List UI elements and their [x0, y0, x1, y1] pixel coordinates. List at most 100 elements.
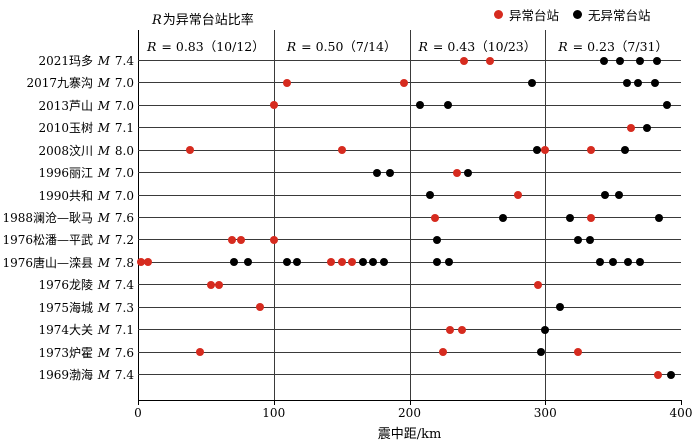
data-point-black — [243, 258, 252, 267]
data-point-black — [651, 78, 660, 87]
section-r-label: R = 0.83（10/12） — [147, 39, 265, 54]
data-point-black — [425, 191, 434, 200]
x-tick-label: 200 — [398, 406, 421, 420]
data-point-black — [573, 235, 582, 244]
data-point-red — [534, 280, 543, 289]
row-label: 1969渤海 M 7.4 — [38, 368, 134, 382]
data-point-red — [446, 325, 455, 334]
data-point-black — [463, 168, 472, 177]
data-point-red — [439, 348, 448, 357]
data-point-red — [337, 258, 346, 267]
data-point-black — [416, 101, 425, 110]
data-point-black — [533, 146, 542, 155]
data-point-black — [599, 56, 608, 65]
data-point-red — [143, 258, 152, 267]
data-point-black — [609, 258, 618, 267]
row-line — [138, 194, 681, 196]
row-label: 1990共和 M 7.0 — [38, 188, 134, 203]
row-label: 1973炉霍 M 7.6 — [38, 345, 134, 360]
y-axis-line — [138, 30, 139, 400]
data-point-black — [624, 258, 633, 267]
data-point-black — [372, 168, 381, 177]
row-label: 2010玉树 M 7.1 — [38, 121, 134, 136]
data-point-black — [432, 258, 441, 267]
data-point-red — [458, 325, 467, 334]
x-axis-title: 震中距/km — [377, 427, 442, 442]
data-point-red — [196, 348, 205, 357]
chart-title: R为异常台站比率 — [152, 9, 254, 28]
data-point-black — [283, 258, 292, 267]
data-point-red — [326, 258, 335, 267]
row-label: 1976唐山—滦县 M 7.8 — [2, 255, 134, 270]
legend-marker-normal-station-dot — [573, 10, 583, 19]
data-point-black — [595, 258, 604, 267]
data-point-black — [565, 213, 574, 222]
data-point-red — [269, 235, 278, 244]
row-line — [138, 374, 681, 375]
data-point-black — [652, 56, 661, 65]
data-point-black — [655, 213, 664, 222]
data-point-black — [443, 101, 452, 110]
row-label: 1988澜沧—耿马 M 7.6 — [2, 211, 134, 225]
data-point-red — [587, 213, 596, 222]
x-tick-label: 400 — [669, 406, 693, 420]
x-tick — [545, 400, 547, 405]
data-point-black — [499, 213, 508, 222]
row-label: 1996丽江 M 7.0 — [38, 166, 134, 181]
data-point-red — [283, 78, 292, 87]
data-point-black — [600, 191, 609, 200]
section-r-label: R = 0.43（10/23） — [418, 39, 537, 54]
row-line — [138, 329, 681, 331]
x-tick — [138, 400, 139, 405]
data-point-black — [636, 56, 645, 65]
row-line — [138, 239, 681, 241]
data-point-red — [626, 123, 635, 132]
x-tick — [409, 400, 411, 405]
data-point-red — [453, 168, 461, 177]
row-line — [138, 60, 681, 61]
data-point-red — [653, 370, 662, 379]
data-point-black — [586, 235, 595, 244]
row-line — [138, 284, 681, 286]
legend-label: 无异常台站 — [588, 8, 651, 23]
row-label: 2017九寨沟 M 7.0 — [26, 76, 134, 91]
x-tick-label: 100 — [262, 406, 286, 420]
row-line — [138, 82, 681, 84]
data-point-red — [227, 235, 236, 244]
data-point-black — [379, 258, 388, 267]
data-point-black — [621, 146, 630, 155]
data-point-red — [185, 146, 194, 155]
data-point-black — [444, 258, 453, 267]
data-point-black — [663, 101, 672, 110]
row-line — [138, 172, 681, 174]
x-tick — [681, 400, 682, 405]
data-point-black — [292, 258, 301, 267]
legend-label: 异常台站 — [509, 8, 560, 23]
legend-item: 异常台站 — [494, 5, 559, 24]
chart-legend: 异常台站 无异常台站 — [480, 5, 651, 24]
data-point-black — [541, 325, 550, 334]
row-line — [138, 351, 681, 353]
data-point-black — [614, 191, 623, 200]
row-line — [138, 261, 681, 263]
row-label: 2013芦山 M 7.0 — [38, 98, 134, 113]
data-point-red — [514, 191, 523, 200]
data-point-black — [615, 56, 624, 65]
row-label: 2008汶川 M 8.0 — [38, 143, 134, 158]
data-point-black — [643, 123, 652, 132]
grid-divider — [545, 30, 547, 400]
row-label: 1974大关 M 7.1 — [38, 323, 134, 338]
data-point-red — [136, 258, 145, 267]
section-r-label: R = 0.50（7/14） — [286, 39, 397, 54]
row-line — [138, 149, 681, 151]
row-label: 2021玛多 M 7.4 — [38, 54, 134, 68]
row-label: 1976龙陵 M 7.4 — [38, 278, 134, 293]
data-point-red — [215, 280, 224, 289]
data-point-red — [348, 258, 357, 267]
data-point-red — [573, 348, 582, 357]
data-point-black — [368, 258, 377, 267]
data-point-red — [237, 235, 246, 244]
data-point-black — [622, 78, 631, 87]
legend-item: 无异常台站 — [573, 5, 651, 24]
